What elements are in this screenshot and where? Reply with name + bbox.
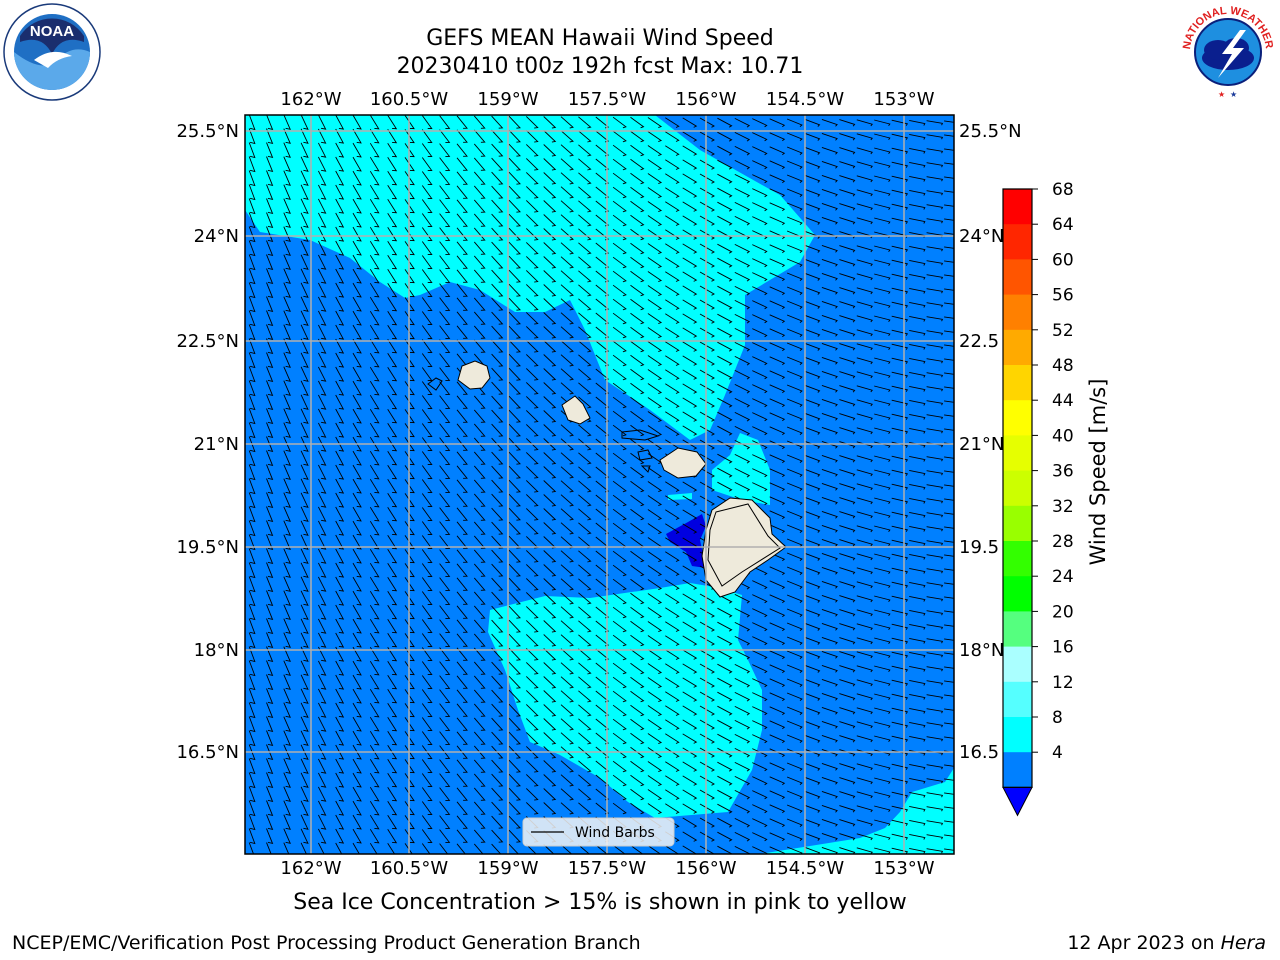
- colorbar-tick-label: 36: [1052, 462, 1074, 482]
- lon-tick-label: 157.5°W: [568, 858, 647, 879]
- colorbar-tick-label: 16: [1052, 638, 1074, 658]
- lat-tick-label: 19.5°N: [176, 537, 239, 558]
- lon-tick-labels-top: 162°W 160.5°W 159°W 157.5°W 156°W 154.5°W 153°…: [280, 89, 934, 110]
- colorbar-segment: [1003, 470, 1032, 507]
- island-oahu: [561, 395, 591, 425]
- map-legend: Wind Barbs: [522, 817, 675, 847]
- colorbar-tick-label: 60: [1052, 250, 1074, 270]
- lat-tick-label: 19.5: [959, 537, 999, 558]
- lon-tick-label: 156°W: [675, 858, 736, 879]
- svg-text:★: ★: [1230, 90, 1237, 99]
- colorbar-segment: [1003, 681, 1032, 718]
- colorbar-segment: [1003, 505, 1032, 542]
- graticule: [245, 115, 954, 854]
- lon-tick-label: 153°W: [873, 89, 934, 110]
- lat-tick-label: 22.5: [959, 331, 999, 352]
- lon-tick-label: 157.5°W: [568, 89, 647, 110]
- lon-tick-label: 162°W: [280, 858, 341, 879]
- sea-ice-note: Sea Ice Concentration > 15% is shown in …: [293, 890, 907, 915]
- wind-band-below-4: [666, 514, 706, 568]
- island-kauai: [457, 360, 491, 390]
- island-maui: [659, 447, 707, 479]
- colorbar-segment: [1003, 329, 1032, 366]
- colorbar: 68 64 60 56 52 48 44 40 36 32 28 24 20 16 12 8 4: [1002, 180, 1074, 817]
- colorbar-tick-label: 24: [1052, 567, 1074, 587]
- nws-logo: NATIONAL WEATHER SERVICE ★ ★: [1178, 2, 1275, 99]
- colorbar-segment: [1003, 752, 1032, 788]
- lat-tick-label: 16.5°N: [176, 742, 239, 763]
- colorbar-tick-label: 12: [1052, 673, 1074, 693]
- lon-tick-label: 159°W: [477, 89, 538, 110]
- lon-tick-label: 154.5°W: [766, 858, 845, 879]
- machine-name: Hera: [1220, 932, 1266, 954]
- lon-tick-label: 153°W: [873, 858, 934, 879]
- island-lanai: [637, 449, 653, 461]
- svg-text:★: ★: [1218, 90, 1225, 99]
- chart-title: GEFS MEAN Hawaii Wind Speed: [426, 26, 774, 51]
- colorbar-segment: [1003, 435, 1032, 472]
- lat-tick-label: 24°N: [959, 226, 1004, 247]
- colorbar-segment: [1003, 259, 1032, 296]
- colorbar-segment: [1003, 717, 1032, 753]
- island-niihau: [427, 377, 443, 391]
- lon-tick-label: 162°W: [280, 89, 341, 110]
- colorbar-tick-label: 64: [1052, 215, 1074, 235]
- date-label: 12 Apr 2023 on: [1067, 932, 1215, 954]
- colorbar-segment: [1003, 400, 1032, 436]
- legend-label: Wind Barbs: [575, 825, 655, 841]
- island-hawaii-coast: [707, 503, 781, 587]
- island-kahoolawe: [640, 465, 651, 473]
- lat-tick-labels-left: 25.5°N 24°N 22.5°N 21°N 19.5°N 18°N 16.5°N: [176, 121, 239, 763]
- colorbar-tick-label: 32: [1052, 497, 1074, 517]
- colorbar-tick-label: 20: [1052, 602, 1074, 622]
- lon-tick-label: 154.5°W: [766, 89, 845, 110]
- lon-tick-label: 159°W: [477, 858, 538, 879]
- colorbar-segment: [1003, 294, 1032, 331]
- colorbar-segment: [1003, 541, 1032, 577]
- colorbar-segment: [1003, 576, 1032, 612]
- colorbar-segment: [1003, 189, 1032, 225]
- colorbar-tick-label: 68: [1052, 180, 1074, 200]
- colorbar-extend-arrow: [1002, 786, 1033, 817]
- lat-tick-label: 24°N: [194, 226, 239, 247]
- colorbar-tick-label: 8: [1052, 708, 1063, 728]
- lon-tick-label: 160.5°W: [370, 858, 449, 879]
- noaa-logo: NOAA: [3, 3, 101, 101]
- wind-band-8-12-north: [245, 115, 815, 440]
- lat-tick-label: 22.5°N: [176, 331, 239, 352]
- colorbar-segment: [1003, 365, 1032, 401]
- lon-tick-label: 160.5°W: [370, 89, 449, 110]
- colorbar-tick-label: 40: [1052, 426, 1074, 446]
- lat-tick-label: 25.5°N: [959, 121, 1022, 142]
- colorbar-segment: [1003, 224, 1032, 260]
- colorbar-tick-label: 28: [1052, 532, 1074, 552]
- lat-tick-label: 16.5: [959, 742, 999, 763]
- colorbar-segment: [1003, 611, 1032, 648]
- lon-tick-labels-bottom: 162°W 160.5°W 159°W 157.5°W 156°W 154.5°W 153°…: [280, 858, 934, 879]
- chart-subtitle: 20230410 t00z 192h fcst Max: 10.71: [396, 54, 804, 79]
- colorbar-tick-label: 52: [1052, 321, 1074, 341]
- colorbar-segment: [1003, 646, 1032, 683]
- lat-tick-label: 21°N: [959, 434, 1004, 455]
- svg-text:NOAA: NOAA: [30, 23, 74, 40]
- colorbar-tick-label: 4: [1052, 743, 1063, 763]
- lat-tick-label: 18°N: [959, 640, 1004, 661]
- date-text: 12 Apr 2023 on Hera: [1067, 932, 1266, 954]
- lon-tick-label: 156°W: [675, 89, 736, 110]
- island-molokai: [621, 429, 660, 441]
- lat-tick-labels-right: 25.5°N 24°N 22.5 21°N 19.5 18°N 16.5: [959, 121, 1022, 763]
- lat-tick-label: 21°N: [194, 434, 239, 455]
- colorbar-tick-label: 48: [1052, 356, 1074, 376]
- wind-band-8-12-southeast: [760, 768, 954, 854]
- lat-tick-label: 18°N: [194, 640, 239, 661]
- map-frame: [244, 114, 955, 855]
- credit-text: NCEP/EMC/Verification Post Processing Pr…: [12, 932, 641, 954]
- lat-tick-label: 25.5°N: [176, 121, 239, 142]
- colorbar-tick-label: 56: [1052, 286, 1074, 306]
- colorbar-title: Wind Speed [m/s]: [1086, 379, 1110, 566]
- colorbar-tick-label: 44: [1052, 391, 1074, 411]
